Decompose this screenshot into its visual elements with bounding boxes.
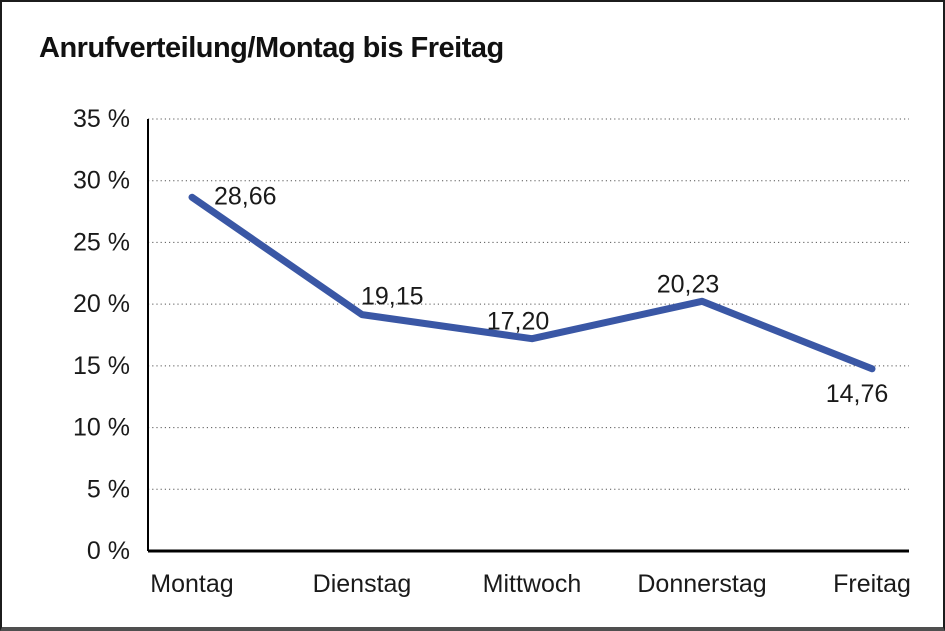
x-category-label: Donnerstag bbox=[637, 570, 766, 598]
y-tick-label: 20 % bbox=[73, 290, 130, 318]
y-tick-label: 5 % bbox=[87, 475, 130, 503]
y-tick-label: 10 % bbox=[73, 414, 130, 442]
data-point-label: 19,15 bbox=[361, 283, 424, 311]
x-category-label: Freitag bbox=[833, 570, 911, 598]
y-tick-label: 30 % bbox=[73, 167, 130, 195]
y-tick-label: 25 % bbox=[73, 228, 130, 256]
x-category-label: Dienstag bbox=[313, 570, 412, 598]
y-tick-label: 0 % bbox=[87, 537, 130, 565]
x-category-label: Mittwoch bbox=[483, 570, 582, 598]
data-line bbox=[188, 193, 876, 373]
y-tick-label: 35 % bbox=[73, 105, 130, 133]
x-category-label: Montag bbox=[150, 570, 233, 598]
data-point-label: 20,23 bbox=[657, 270, 720, 298]
data-point-label: 28,66 bbox=[214, 182, 277, 210]
y-tick-label: 15 % bbox=[73, 352, 130, 380]
data-point-label: 14,76 bbox=[826, 380, 889, 408]
chart-title: Anrufverteilung/Montag bis Freitag bbox=[39, 32, 504, 64]
data-point-label: 17,20 bbox=[487, 308, 550, 336]
